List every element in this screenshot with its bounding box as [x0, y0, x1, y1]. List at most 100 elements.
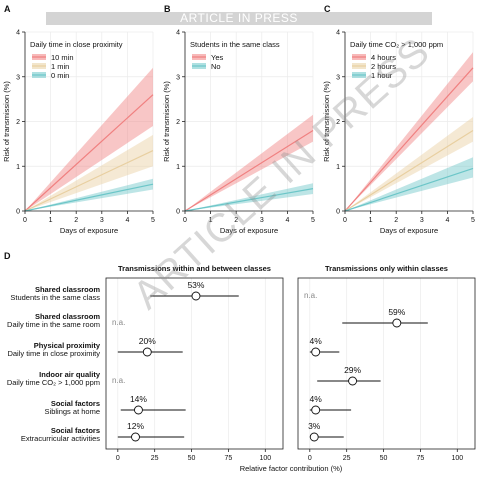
- legend-label: 0 min: [51, 71, 69, 80]
- x-axis-label: Days of exposure: [60, 226, 118, 235]
- ci-ribbon-4-hours: [345, 52, 473, 212]
- category-label: Students in the same class: [10, 293, 100, 302]
- x-axis-label: Days of exposure: [380, 226, 438, 235]
- x-tick-label: 5: [311, 217, 315, 224]
- x-tick-label: 1: [209, 217, 213, 224]
- x-tick-label: 4: [285, 217, 289, 224]
- estimate-label: 20%: [139, 336, 156, 346]
- series-line-4-hours: [344, 67, 474, 212]
- category-label: Siblings at home: [45, 407, 100, 416]
- facet-title: Transmissions only within classes: [325, 264, 448, 273]
- legend-label: No: [211, 62, 221, 71]
- estimate-point: [133, 405, 143, 415]
- ci-ribbon-2-hours: [345, 117, 473, 211]
- estimate-point: [142, 347, 152, 357]
- y-tick-label: 0: [336, 209, 340, 216]
- x-tick-label: 3: [420, 217, 424, 224]
- not-available-label: n.a.: [112, 318, 125, 327]
- x-tick-label: 0: [343, 217, 347, 224]
- x-tick-label: 5: [471, 217, 475, 224]
- series-line-10-min: [24, 94, 154, 212]
- category-group-label: Social factors: [51, 399, 100, 408]
- estimate-point: [191, 291, 201, 301]
- x-tick-label: 3: [100, 217, 104, 224]
- x-tick-label: 25: [343, 455, 351, 462]
- series-line-Yes: [184, 129, 314, 212]
- y-tick-label: 0: [176, 209, 180, 216]
- x-tick-label: 2: [234, 217, 238, 224]
- legend-title: Daily time CO₂ > 1,000 ppm: [350, 40, 443, 49]
- y-tick-label: 2: [176, 119, 180, 126]
- facet-2: Transmissions only within classes 0 25 50 75…: [297, 264, 476, 462]
- y-tick-label: 0: [16, 209, 20, 216]
- series-line-1-min: [24, 150, 154, 212]
- legend-label: Yes: [211, 53, 223, 62]
- ci-ribbon-1-hour: [345, 157, 473, 211]
- y-tick-label: 3: [176, 74, 180, 81]
- category-group-label: Physical proximity: [34, 341, 101, 350]
- legend-label: 1 min: [51, 62, 69, 71]
- article-in-press-banner: ARTICLE IN PRESS: [46, 12, 432, 25]
- facet-frame: [297, 277, 476, 450]
- panel-b: B 0 1 2 3 4 5 0 1 2 3 4 Days of exposure Risk of tran…: [162, 4, 315, 235]
- y-tick-label: 4: [16, 30, 20, 37]
- facet-1: Transmissions within and between classes…: [105, 264, 284, 462]
- x-tick-label: 3: [260, 217, 264, 224]
- category-group-label: Shared classroom: [35, 312, 100, 321]
- panel-letter: C: [324, 4, 331, 14]
- x-tick-label: 0: [23, 217, 27, 224]
- panel-letter: B: [164, 4, 171, 14]
- estimate-point: [392, 318, 402, 328]
- series-line-No: [184, 188, 314, 212]
- ci-ribbon-1-min: [25, 134, 153, 211]
- y-tick-label: 1: [336, 164, 340, 171]
- estimate-label: 3%: [308, 421, 321, 431]
- x-tick-label: 100: [259, 455, 271, 462]
- x-tick-label: 100: [451, 455, 463, 462]
- y-axis-label: Risk of transmission (%): [322, 81, 331, 162]
- legend-title: Students in the same class: [190, 40, 280, 49]
- panel-d: D Shared classroom Students in the same cl…: [4, 251, 476, 473]
- x-tick-label: 4: [445, 217, 449, 224]
- x-tick-label: 5: [151, 217, 155, 224]
- x-tick-label: 2: [394, 217, 398, 224]
- x-tick-label: 25: [151, 455, 159, 462]
- series-line-2-hours: [344, 129, 474, 212]
- panel-letter: D: [4, 251, 11, 261]
- estimate-point: [348, 376, 358, 386]
- y-tick-label: 1: [176, 164, 180, 171]
- ci-ribbon-Yes: [185, 114, 313, 211]
- category-group-label: Social factors: [51, 426, 100, 435]
- panel-c: C 0 1 2 3 4 5 0 1 2 3 4 Days of exposure Risk of tran…: [322, 4, 475, 235]
- legend-title: Daily time in close proximity: [30, 40, 123, 49]
- estimate-label: 29%: [344, 365, 361, 375]
- category-label: Daily time in close proximity: [7, 349, 100, 358]
- x-axis-label: Relative factor contribution (%): [240, 464, 343, 473]
- x-tick-label: 2: [74, 217, 78, 224]
- series-line-1-hour: [344, 167, 474, 212]
- estimate-label: 59%: [388, 307, 405, 317]
- x-tick-label: 50: [380, 455, 388, 462]
- y-axis-label: Risk of transmission (%): [162, 81, 171, 162]
- legend-label: 1 hour: [371, 71, 393, 80]
- x-tick-label: 4: [125, 217, 129, 224]
- series-line-0-min: [24, 183, 154, 212]
- y-tick-label: 4: [176, 30, 180, 37]
- panel-a: A 0 1 2 3 4 5 0 1 2 3 4 Days of exposure Risk of tran…: [2, 4, 155, 235]
- y-tick-label: 2: [16, 119, 20, 126]
- estimate-label: 14%: [130, 394, 147, 404]
- estimate-point: [311, 347, 321, 357]
- x-tick-label: 0: [308, 455, 312, 462]
- estimate-label: 4%: [310, 394, 323, 404]
- not-available-label: n.a.: [112, 376, 125, 385]
- y-tick-label: 1: [16, 164, 20, 171]
- estimate-point: [311, 405, 321, 415]
- y-axis-label: Risk of transmission (%): [2, 81, 11, 162]
- facet-frame: [105, 277, 284, 450]
- estimate-label: 12%: [127, 421, 144, 431]
- y-tick-label: 4: [336, 30, 340, 37]
- y-tick-label: 3: [16, 74, 20, 81]
- x-tick-label: 50: [188, 455, 196, 462]
- category-label: Daily time CO₂ > 1,000 ppm: [7, 378, 100, 387]
